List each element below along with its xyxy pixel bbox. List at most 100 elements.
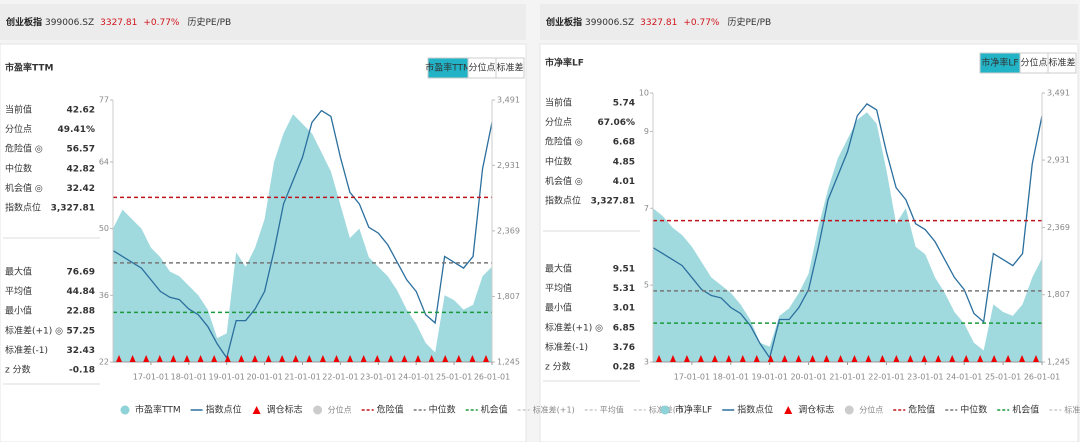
rebalance-marker xyxy=(921,355,928,362)
tab[interactable] xyxy=(495,57,525,79)
header-name: 创业板指 xyxy=(545,16,582,28)
stat-value: 42.82 xyxy=(67,164,95,174)
header: 创业板指 399006.SZ 3327.81 +0.77% 历史PE/PB xyxy=(5,16,231,28)
x-tick-label: 23-01-01 xyxy=(360,373,396,382)
legend-label[interactable]: 指数点位 xyxy=(737,404,773,416)
x-tick-label: 19-01-01 xyxy=(209,373,245,382)
x-tick-label: 25-01-01 xyxy=(436,373,472,382)
y-tick-label: 64 xyxy=(99,157,109,166)
stat-value: 3.76 xyxy=(613,343,635,353)
rebalance-marker xyxy=(197,355,204,362)
x-tick-label: 26-01-01 xyxy=(474,373,510,382)
legend-label[interactable]: 指数点位 xyxy=(206,404,242,416)
x-tick-label: 20-01-01 xyxy=(790,373,826,382)
tab-label[interactable]: 分位点 xyxy=(1020,57,1047,69)
stat-label: 最小值 xyxy=(545,302,572,314)
stat-value: 67.06% xyxy=(598,118,636,128)
legend-label[interactable]: 中位数 xyxy=(429,404,456,416)
stat-label: 机会值 ◎ xyxy=(545,175,583,187)
y2-tick-label: 3,491 xyxy=(1047,89,1070,98)
y-tick-label: 22 xyxy=(99,358,109,367)
x-tick-label: 21-01-01 xyxy=(829,373,865,382)
stat-label: 机会值 ◎ xyxy=(5,182,43,194)
tab-label[interactable]: 市净率LF xyxy=(981,57,1018,69)
rebalance-marker xyxy=(238,355,245,362)
stat-label: 当前值 xyxy=(545,97,572,109)
x-tick-label: 20-01-01 xyxy=(246,373,282,382)
rebalance-marker xyxy=(483,355,489,362)
rebalance-marker xyxy=(360,355,367,362)
y2-tick-label: 2,931 xyxy=(1047,156,1070,165)
y2-tick-label: 3,491 xyxy=(497,96,520,105)
stat-value: 3,327.81 xyxy=(51,204,95,214)
legend-label[interactable]: 危险值 xyxy=(908,404,935,416)
rebalance-marker xyxy=(795,355,802,362)
y2-tick-label: 1,807 xyxy=(1047,290,1070,299)
legend-label[interactable]: 危险值 xyxy=(377,404,404,416)
stat-label: 标准差(+1) ◎ xyxy=(545,321,603,333)
rebalance-marker xyxy=(935,355,942,362)
stat-value: 57.25 xyxy=(67,326,95,336)
tab-label[interactable]: 标准差 xyxy=(496,62,523,74)
x-tick-label: 22-01-01 xyxy=(868,373,904,382)
header-price: 3327.81 xyxy=(100,18,137,28)
y2-tick-label: 1,245 xyxy=(497,358,520,367)
legend-symbol xyxy=(844,405,854,415)
rebalance-marker xyxy=(739,355,746,362)
x-tick-label: 23-01-01 xyxy=(907,373,943,382)
header-price: 3327.81 xyxy=(640,18,677,28)
stat-label: 危险值 ◎ xyxy=(5,143,43,155)
legend-label[interactable]: 分位点 xyxy=(859,405,883,415)
rebalance-marker xyxy=(1005,355,1012,362)
x-tick-label: 17-01-01 xyxy=(674,373,710,382)
legend-label[interactable]: 机会值 xyxy=(481,404,508,416)
rebalance-marker xyxy=(156,355,163,362)
tab-label[interactable]: 市盈率TTM xyxy=(425,62,471,74)
legend-label[interactable]: 市盈率TTM xyxy=(135,404,181,416)
stat-value: 6.68 xyxy=(613,138,635,148)
tab-label[interactable]: 分位点 xyxy=(468,62,495,74)
rebalance-marker xyxy=(170,355,177,362)
rebalance-marker xyxy=(183,355,190,362)
rebalance-marker xyxy=(823,355,830,362)
y-tick-label: 36 xyxy=(99,291,109,300)
tab[interactable] xyxy=(1047,52,1077,74)
stat-label: 中位数 xyxy=(5,162,32,174)
legend-symbol xyxy=(252,406,261,414)
stat-value: 3.01 xyxy=(613,304,635,314)
stat-label: 平均值 xyxy=(5,285,32,297)
rebalance-marker xyxy=(656,355,662,362)
legend-label[interactable]: 中位数 xyxy=(960,404,987,416)
legend-label[interactable]: 机会值 xyxy=(1012,404,1039,416)
x-tick-label: 22-01-01 xyxy=(322,373,358,382)
y-tick-label: 10 xyxy=(639,89,649,98)
legend-label[interactable]: 平均值 xyxy=(600,405,624,415)
rebalance-marker xyxy=(333,355,340,362)
rebalance-marker xyxy=(809,355,816,362)
x-tick-label: 19-01-01 xyxy=(752,373,788,382)
header-name: 创业板指 xyxy=(5,16,42,28)
legend-label[interactable]: 市净率LF xyxy=(675,404,712,416)
stat-value: 4.85 xyxy=(613,157,635,167)
legend-label[interactable]: 调仓标志 xyxy=(798,404,834,416)
index-line xyxy=(112,109,493,360)
tab-label[interactable]: 标准差 xyxy=(1048,57,1075,69)
legend-label[interactable]: 分位点 xyxy=(328,405,352,415)
x-tick-label: 17-01-01 xyxy=(133,373,169,382)
rebalance-marker xyxy=(1033,355,1039,362)
legend-label[interactable]: 标准差(+1) xyxy=(1064,405,1080,415)
y2-tick-label: 1,807 xyxy=(497,292,520,301)
stat-value: 49.41% xyxy=(58,125,96,135)
rebalance-marker xyxy=(907,355,914,362)
stat-label: 标准差(+1) ◎ xyxy=(5,324,63,336)
stat-label: 分位点 xyxy=(5,123,32,135)
stat-value: 44.84 xyxy=(67,287,95,297)
legend-label[interactable]: 调仓标志 xyxy=(267,404,303,416)
x-tick-label: 18-01-01 xyxy=(713,373,749,382)
index-line xyxy=(652,103,1043,360)
legend-label[interactable]: 标准差(+1) xyxy=(533,405,575,415)
rebalance-marker xyxy=(469,355,476,362)
header-code: 399006.SZ xyxy=(45,18,94,28)
